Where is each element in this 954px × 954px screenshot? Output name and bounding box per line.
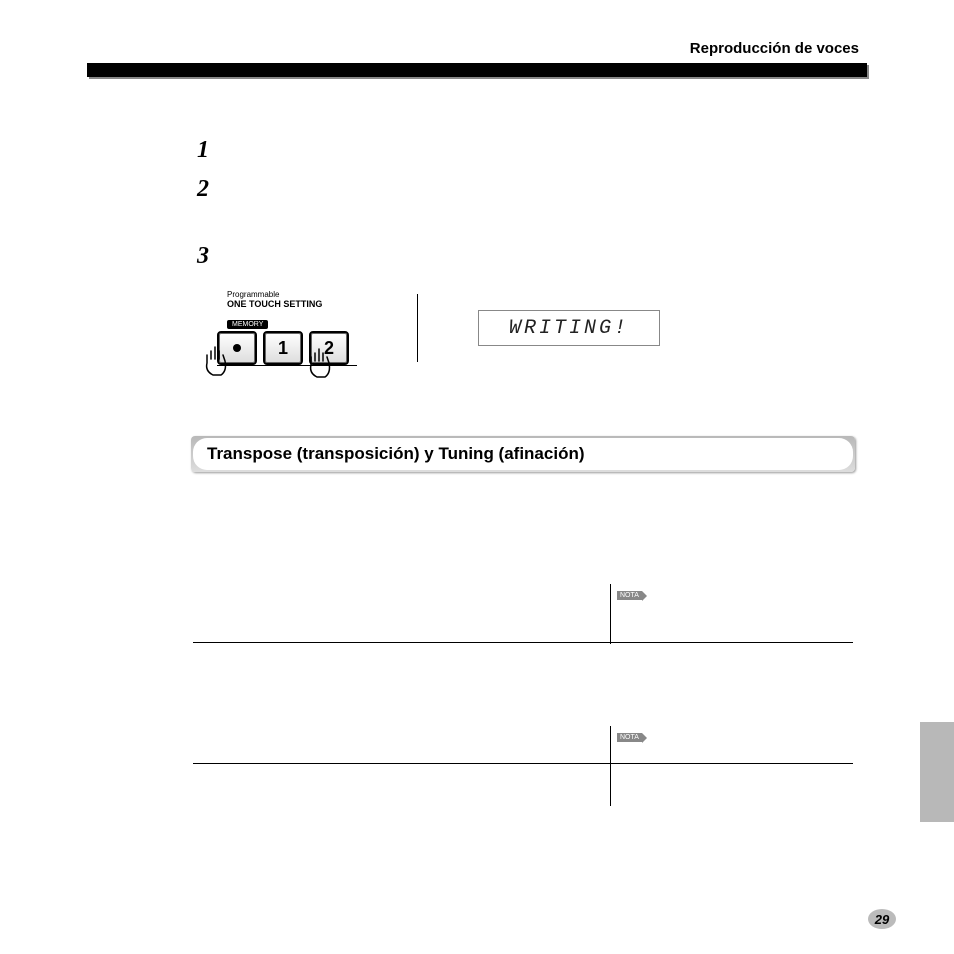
page-number: 29: [868, 909, 896, 929]
illustration-row: Programmable ONE TOUCH SETTING MEMORY 1 …: [217, 290, 867, 366]
section-heading: Transpose (transposición) y Tuning (afin…: [193, 438, 853, 470]
note-callout: NOTA: [610, 584, 642, 644]
step-2: 2: [197, 176, 867, 203]
step-1: 1: [197, 137, 867, 164]
hand-icon: [303, 347, 335, 385]
side-tab: [920, 722, 954, 822]
ots-bold-label: ONE TOUCH SETTING: [227, 299, 357, 309]
hand-icon: [199, 345, 231, 383]
page-title: Reproducción de voces: [87, 40, 867, 57]
horizontal-rule: [193, 763, 853, 764]
step-3: 3: [197, 243, 867, 270]
page: Reproducción de voces 1 2 3 Programmable…: [87, 0, 867, 764]
preset-1-button[interactable]: 1: [263, 331, 303, 365]
ots-small-label: Programmable: [227, 290, 357, 299]
nota-flag: NOTA: [617, 733, 642, 742]
one-touch-setting-panel: Programmable ONE TOUCH SETTING MEMORY 1 …: [217, 290, 357, 366]
section-heading-wrap: Transpose (transposición) y Tuning (afin…: [191, 436, 855, 472]
header-divider: [87, 63, 867, 77]
nota-flag: NOTA: [617, 591, 642, 600]
button-row: 1 2: [217, 331, 357, 366]
memory-badge: MEMORY: [227, 320, 268, 329]
note-callout: NOTA: [610, 726, 642, 806]
lcd-display: WRITING!: [478, 310, 660, 346]
vertical-divider: [417, 294, 418, 362]
horizontal-rule: [193, 642, 853, 643]
step-list: 1 2 3: [197, 137, 867, 270]
